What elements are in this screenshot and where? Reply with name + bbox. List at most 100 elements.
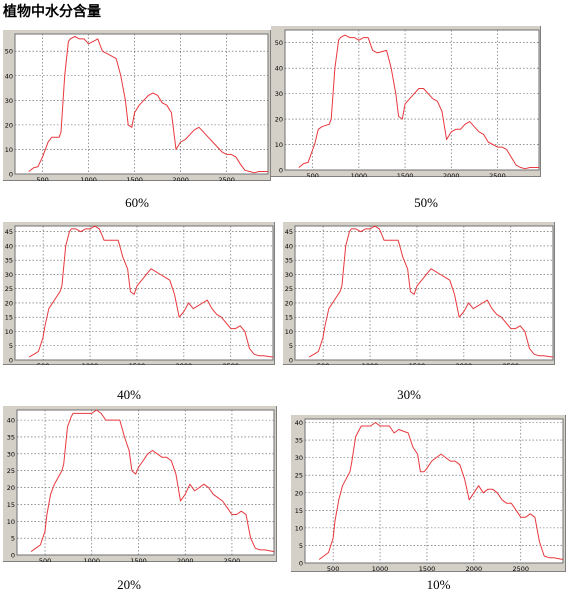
y-tick-label: 0 — [9, 171, 13, 179]
series-line — [298, 34, 539, 170]
y-tick-label: 35 — [285, 257, 293, 265]
chart-10-caption: 10% — [426, 577, 451, 592]
y-tick-label: 30 — [285, 271, 293, 279]
y-tick-label: 15 — [7, 501, 15, 509]
chart-20-svg: 0 5 10 15 20 25 30 35 40 500 1000 1500 2000 2500 — [7, 409, 275, 562]
x-tick-label: 500 — [306, 172, 318, 177]
chart-50-caption: 50% — [414, 195, 438, 210]
y-tick-label: 35 — [5, 257, 13, 265]
y-tick-label: 0 — [299, 560, 303, 568]
y-tick-label: 0 — [9, 357, 13, 365]
chart-panel-50: 0 10 20 30 40 50 500 1000 1500 2000 2500 — [271, 26, 541, 177]
gridlines — [15, 226, 273, 360]
y-tick-label: 30 — [5, 97, 13, 105]
y-tick-label: 25 — [295, 472, 303, 480]
x-tick-label: 2000 — [176, 362, 193, 365]
chart-10-svg: 0 5 10 15 20 25 30 35 40 500 1000 1500 2000 2500 — [295, 418, 564, 572]
x-tick-label: 1500 — [130, 557, 147, 562]
chart-60-svg: 0 10 20 30 40 50 500 1000 1500 2000 2500 — [5, 33, 269, 181]
chart-30-caption: 30% — [397, 387, 421, 402]
x-tick-label: 2000 — [177, 557, 194, 562]
x-tick-label: 500 — [37, 362, 49, 365]
y-tick-label: 25 — [285, 285, 293, 293]
x-tick-label: 2000 — [443, 172, 460, 177]
y-tick-label: 40 — [7, 417, 15, 425]
series-line — [28, 225, 274, 358]
y-tick-label: 50 — [5, 48, 13, 56]
chart-panel-30: 0 5 10 15 20 25 30 35 40 45 500 1000 1500 2000 2500 — [283, 222, 555, 365]
y-tick-label: 15 — [285, 314, 293, 322]
y-tick-label: 40 — [5, 72, 13, 80]
chart-50-svg: 0 10 20 30 40 50 500 1000 1500 2000 2500 — [275, 29, 540, 177]
x-tick-label: 2500 — [513, 565, 530, 572]
y-tick-label: 10 — [285, 328, 293, 336]
y-tick-label: 5 — [299, 542, 303, 550]
plot-area — [284, 29, 540, 171]
gridlines — [295, 226, 553, 360]
y-tick-label: 0 — [279, 167, 283, 175]
x-tick-label: 2500 — [489, 172, 506, 177]
y-tick-label: 40 — [285, 242, 293, 250]
chart-20-caption: 20% — [117, 577, 141, 592]
y-tick-label: 5 — [11, 535, 15, 543]
chart-60-caption: 60% — [125, 195, 149, 210]
y-tick-label: 40 — [295, 419, 303, 427]
series-line — [30, 409, 275, 553]
x-tick-label: 500 — [36, 176, 48, 181]
chart-panel-40: 0 5 10 15 20 25 30 35 40 45 500 1000 1500 2000 2500 — [3, 222, 275, 365]
x-tick-label: 1500 — [129, 362, 146, 365]
y-tick-label: 10 — [5, 328, 13, 336]
y-tick-label: 0 — [11, 552, 15, 560]
y-tick-label: 5 — [289, 342, 293, 350]
y-tick-label: 25 — [5, 285, 13, 293]
y-tick-label: 15 — [5, 314, 13, 322]
plot-area — [14, 33, 269, 175]
x-tick-label: 1500 — [397, 172, 414, 177]
y-tick-label: 20 — [275, 116, 283, 124]
x-tick-label: 2000 — [172, 176, 189, 181]
plot-area — [14, 225, 274, 361]
y-tick-label: 10 — [295, 524, 303, 532]
y-tick-label: 45 — [285, 228, 293, 236]
series-line — [28, 36, 268, 174]
y-tick-label: 35 — [7, 433, 15, 441]
y-tick-label: 5 — [9, 342, 13, 350]
x-tick-label: 1000 — [80, 176, 97, 181]
chart-panel-20: 0 5 10 15 20 25 30 35 40 500 1000 1500 2000 2500 — [3, 406, 277, 562]
x-tick-label: 1500 — [409, 362, 426, 365]
y-tick-label: 10 — [7, 518, 15, 526]
chart-panel-10: 0 5 10 15 20 25 30 35 40 500 1000 1500 2000 2500 — [291, 415, 566, 572]
plot-area — [294, 225, 554, 361]
y-tick-label: 50 — [275, 39, 283, 47]
y-tick-label: 20 — [5, 121, 13, 129]
y-tick-label: 30 — [295, 454, 303, 462]
y-tick-label: 20 — [285, 299, 293, 307]
y-tick-label: 40 — [5, 242, 13, 250]
gridlines — [17, 410, 274, 555]
x-tick-label: 500 — [317, 362, 329, 365]
y-tick-label: 30 — [5, 271, 13, 279]
y-tick-label: 35 — [295, 437, 303, 445]
y-tick-label: 20 — [295, 489, 303, 497]
x-tick-label: 2000 — [456, 362, 473, 365]
x-tick-label: 1000 — [362, 362, 379, 365]
y-tick-label: 40 — [275, 65, 283, 73]
x-tick-label: 2500 — [223, 362, 240, 365]
y-tick-label: 30 — [275, 90, 283, 98]
y-tick-label: 25 — [7, 467, 15, 475]
x-tick-label: 500 — [39, 557, 51, 562]
plot-area — [304, 418, 564, 564]
chart-40-caption: 40% — [117, 387, 141, 402]
y-tick-label: 15 — [295, 507, 303, 515]
y-tick-label: 10 — [275, 141, 283, 149]
x-tick-label: 500 — [327, 565, 339, 572]
gridlines — [285, 30, 539, 170]
y-tick-label: 20 — [5, 299, 13, 307]
chart-40-svg: 0 5 10 15 20 25 30 35 40 45 500 1000 1500 2000 2500 — [5, 225, 274, 365]
x-tick-label: 1000 — [372, 565, 389, 572]
plot-area — [16, 409, 275, 556]
y-tick-label: 20 — [7, 484, 15, 492]
x-tick-label: 2000 — [466, 565, 483, 572]
gridlines — [15, 34, 268, 174]
x-tick-label: 1500 — [126, 176, 143, 181]
